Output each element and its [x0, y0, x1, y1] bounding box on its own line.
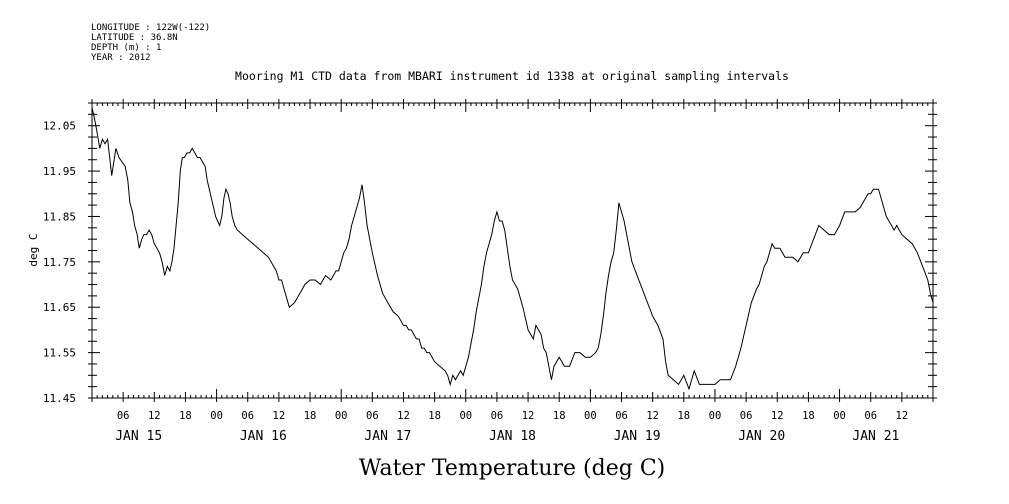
hour-tick-label: 00	[210, 410, 223, 422]
hour-tick-label: 12	[273, 410, 286, 422]
axis-ticks	[88, 99, 937, 402]
hour-tick-label: 12	[771, 410, 784, 422]
hour-tick-label: 18	[428, 410, 441, 422]
hour-tick-label: 18	[179, 410, 192, 422]
y-tick-label: 11.75	[43, 256, 76, 269]
hour-tick-label: 18	[304, 410, 317, 422]
y-tick-label: 12.05	[43, 120, 76, 133]
hour-tick-label: 00	[459, 410, 472, 422]
hour-tick-label: 18	[553, 410, 566, 422]
hour-tick-label: 06	[491, 410, 504, 422]
depth-label: DEPTH (m) : 1	[91, 43, 161, 53]
hour-tick-label: 06	[864, 410, 877, 422]
plot-frame	[91, 102, 934, 399]
day-label: JAN 21	[852, 429, 899, 444]
year-label: YEAR : 2012	[91, 53, 151, 63]
y-tick-label: 11.85	[43, 210, 76, 223]
hour-tick-label: 06	[117, 410, 130, 422]
day-label: JAN 17	[364, 429, 411, 444]
y-axis-label: deg C	[27, 233, 40, 266]
hour-tick-label: 00	[584, 410, 597, 422]
y-tick-labels: 12.05 11.95 11.85 11.75 11.65 11.55 11.45	[43, 120, 76, 405]
day-label: JAN 20	[738, 429, 785, 444]
y-tick-label: 11.95	[43, 165, 76, 178]
hour-tick-label: 12	[397, 410, 410, 422]
chart-title: Mooring M1 CTD data from MBARI instrumen…	[235, 69, 789, 83]
hour-tick-label: 06	[740, 410, 753, 422]
hour-tick-label: 12	[646, 410, 659, 422]
latitude-label: LATITUDE : 36.8N	[91, 33, 178, 43]
hour-tick-label: 06	[366, 410, 379, 422]
hour-tick-label: 06	[241, 410, 254, 422]
day-label: JAN 16	[240, 429, 287, 444]
hour-tick-label: 18	[802, 410, 815, 422]
hour-tick-label: 06	[615, 410, 628, 422]
hour-tick-label: 18	[677, 410, 690, 422]
day-label: JAN 19	[614, 429, 661, 444]
hour-tick-label: 00	[709, 410, 722, 422]
hour-tick-label: 00	[335, 410, 348, 422]
x-axis-label: Water Temperature (deg C)	[359, 456, 666, 481]
hour-tick-label: 12	[522, 410, 535, 422]
hour-tick-labels: 06 12 18 00 06 12 18 00 06 12 18 00 06 12 18 00 06 12 18 00…	[117, 410, 908, 422]
longitude-label: LONGITUDE : 122W(-122)	[91, 23, 210, 33]
temperature-series-line	[91, 107, 934, 391]
day-label: JAN 15	[115, 429, 162, 444]
day-label: JAN 18	[489, 429, 536, 444]
hour-tick-label: 00	[833, 410, 846, 422]
hour-tick-label: 12	[896, 410, 909, 422]
y-tick-label: 11.45	[43, 392, 76, 405]
hour-tick-label: 12	[148, 410, 161, 422]
day-labels: JAN 15 JAN 16 JAN 17 JAN 18 JAN 19 JAN 20 JAN …	[115, 429, 899, 444]
y-tick-label: 11.65	[43, 301, 76, 314]
meta-block: LONGITUDE : 122W(-122) LATITUDE : 36.8N …	[91, 23, 210, 63]
y-tick-label: 11.55	[43, 347, 76, 360]
